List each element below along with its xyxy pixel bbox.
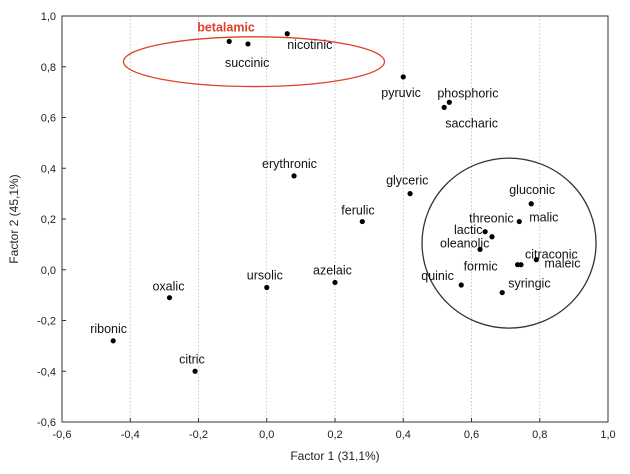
point-label-oleanolic: oleanolic (440, 236, 489, 250)
group-ellipse (122, 36, 386, 88)
x-tick-label: 0,6 (464, 429, 479, 441)
data-point-quinic (458, 282, 464, 288)
y-tick-label: 0,2 (41, 214, 56, 226)
y-tick-label: -0,2 (37, 316, 56, 328)
point-label-quinic: quinic (421, 269, 454, 283)
data-point-citric (192, 368, 198, 374)
point-labels: betalamic nicotinic succinic pyruvic phospho… (90, 20, 580, 366)
y-tick-label: 0,6 (41, 113, 56, 125)
x-tick-label: 0,4 (396, 429, 411, 441)
group-ellipse (421, 157, 597, 329)
data-point-nicotinic (284, 31, 290, 37)
x-tick-label: -0,2 (189, 429, 208, 441)
x-axis-title: Factor 1 (31,1%) (290, 449, 379, 463)
data-point-formic (514, 262, 521, 268)
point-label-citraconic: citraconic (525, 248, 578, 262)
y-tick-label: 0,8 (41, 62, 56, 74)
point-label-oxalic: oxalic (152, 280, 184, 294)
data-point-lactic (489, 234, 495, 240)
data-point-erythronic (291, 173, 297, 179)
point-label-azelaic: azelaic (313, 263, 352, 277)
data-points (110, 31, 539, 374)
y-tick-label: -0,4 (37, 366, 56, 378)
data-point-maleic (533, 257, 539, 263)
data-point-succinic (245, 41, 251, 47)
point-label-phosphoric: phosphoric (437, 86, 498, 100)
point-label-citric: citric (179, 352, 205, 366)
data-point-threonic (482, 229, 488, 235)
data-point-oleanolic (477, 246, 483, 253)
data-point-ribonic (110, 338, 116, 344)
data-point-oxalic (166, 295, 173, 301)
point-label-nicotinic: nicotinic (287, 38, 332, 52)
point-label-erythronic: erythronic (262, 157, 317, 171)
y-axis-title: Factor 2 (45,1%) (7, 174, 21, 263)
data-point-glyceric (407, 191, 413, 197)
data-point-azelaic (332, 279, 338, 286)
point-label-threonic: threonic (469, 212, 513, 226)
point-label-ursolic: ursolic (247, 269, 283, 283)
point-label-syringic: syringic (508, 277, 550, 291)
x-tick-label: -0,6 (53, 429, 72, 441)
annotation-ellipses (122, 36, 597, 329)
point-label-pyruvic: pyruvic (381, 86, 421, 100)
data-point-saccharic (441, 104, 447, 110)
point-label-ferulic: ferulic (341, 204, 374, 218)
point-label-gluconic: gluconic (509, 183, 555, 197)
y-tick-label: 0,0 (41, 265, 56, 277)
data-point-betalamic (226, 38, 232, 44)
point-label-succinic: succinic (225, 56, 269, 70)
point-label-lactic: lactic (454, 223, 482, 237)
point-label-formic: formic (464, 260, 498, 274)
data-point-ferulic (359, 218, 365, 225)
data-point-malic (516, 218, 522, 225)
data-point-ursolic (264, 284, 270, 291)
data-point-syringic (499, 289, 505, 296)
data-point-phosphoric (446, 99, 452, 105)
point-label-malic: malic (529, 211, 558, 225)
x-tick-label: 0,8 (532, 429, 547, 441)
y-tick-label: 1,0 (41, 11, 56, 23)
data-point-pyruvic (400, 74, 406, 80)
x-tick-label: 0,0 (259, 429, 274, 441)
point-label-ribonic: ribonic (90, 322, 127, 336)
point-label-maleic: maleic (544, 257, 580, 271)
point-label-saccharic: saccharic (445, 116, 498, 130)
y-tick-label: -0,6 (37, 417, 56, 429)
axis-ticks: -0,6 -0,4 -0,2 0,0 0,2 0,4 0,6 0,8 1,0 1,0 0,8 0,6 0… (37, 11, 616, 441)
point-label-glyceric: glyceric (386, 174, 428, 188)
x-tick-label: 1,0 (600, 429, 615, 441)
y-tick-label: 0,4 (41, 163, 56, 175)
data-point-gluconic (528, 201, 534, 207)
x-tick-label: -0,4 (121, 429, 140, 441)
x-tick-label: 0,2 (327, 429, 342, 441)
point-label-betalamic: betalamic (197, 20, 255, 34)
